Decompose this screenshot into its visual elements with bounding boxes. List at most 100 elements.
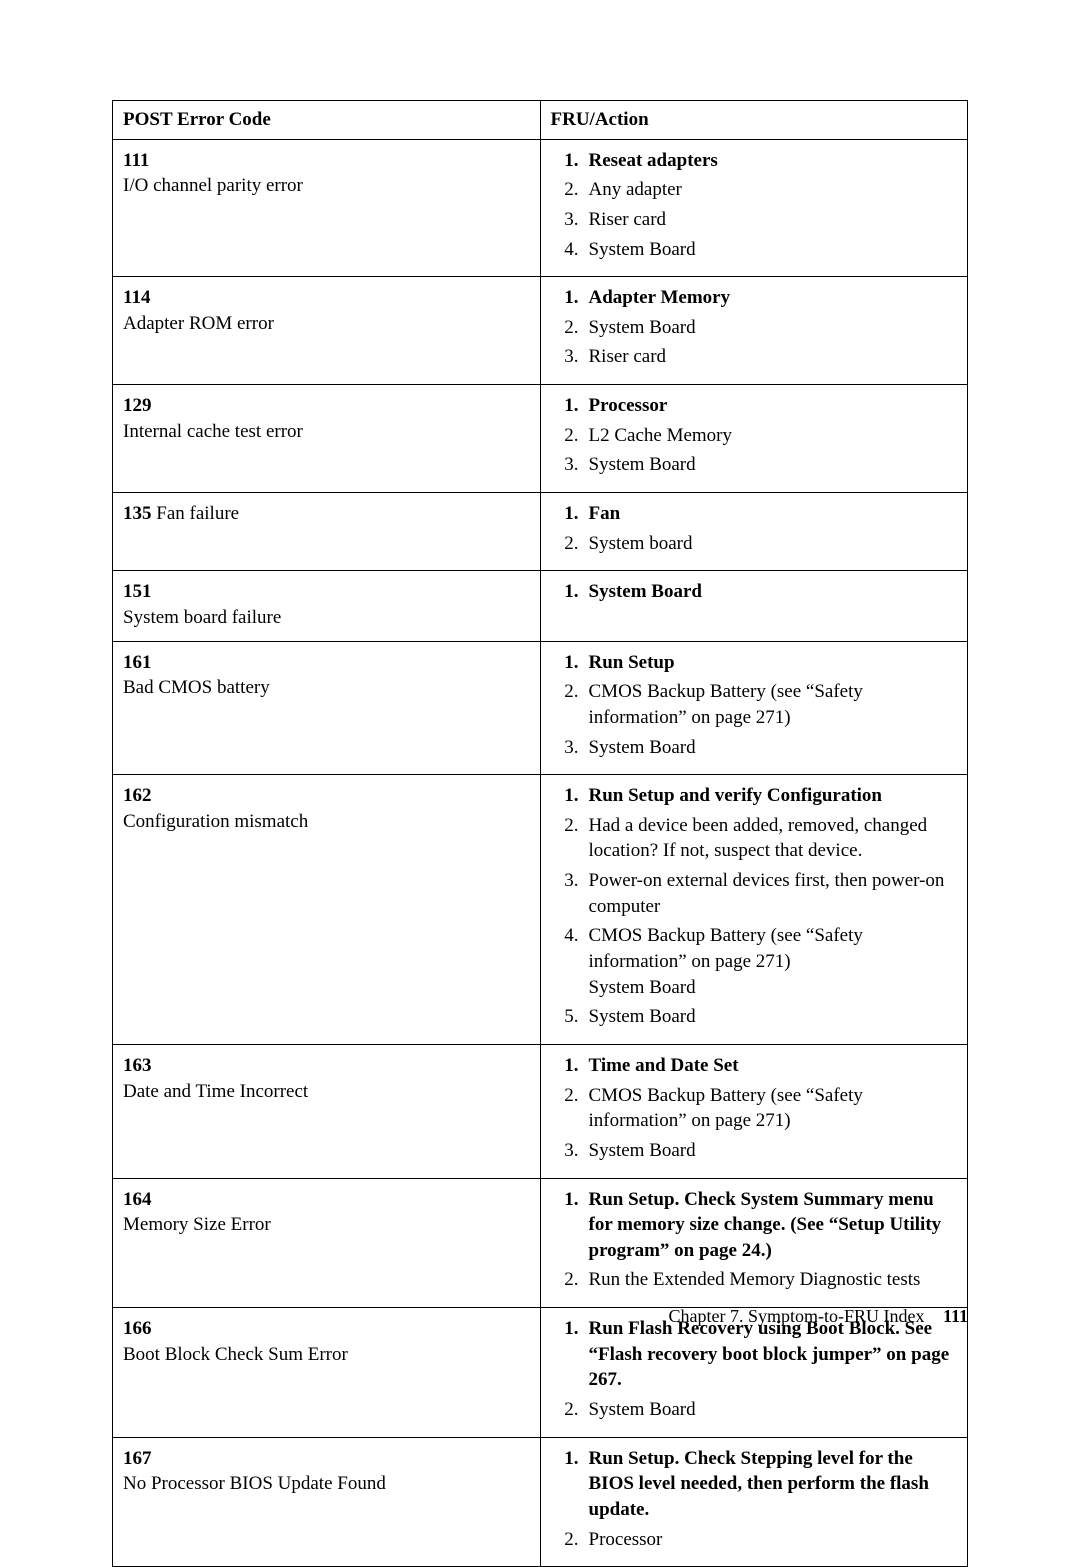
fru-action-item: Time and Date Set [583, 1053, 958, 1083]
error-code-cell: 114Adapter ROM error [113, 277, 541, 385]
fru-action-item: Run Setup. Check System Summary menu for… [583, 1187, 958, 1268]
error-desc: Adapter ROM error [123, 311, 530, 337]
fru-action-text: CMOS Backup Battery (see “Safety informa… [589, 681, 863, 728]
footer-chapter: Chapter 7. Symptom-to-FRU Index [669, 1306, 925, 1326]
table-row: 135 Fan failureFanSystem board [113, 493, 968, 571]
error-code-cell: 161Bad CMOS battery [113, 641, 541, 775]
fru-action-text: CMOS Backup Battery (see “Safety informa… [589, 925, 863, 972]
error-code: 162 [123, 783, 530, 809]
fru-action-text: System Board [589, 737, 696, 758]
fru-action-item: Run Setup [583, 650, 958, 680]
fru-action-item: System Board [583, 237, 958, 267]
fru-action-list: System Board [551, 579, 958, 609]
error-code: 166 [123, 1316, 530, 1342]
error-code-cell: 111I/O channel parity error [113, 139, 541, 277]
fru-action-item: System Board [583, 1138, 958, 1168]
fru-action-text: Processor [589, 395, 668, 416]
fru-action-text: System Board [589, 1399, 696, 1420]
fru-action-text: System board [589, 533, 693, 554]
fru-action-item: L2 Cache Memory [583, 423, 958, 453]
error-desc: I/O channel parity error [123, 173, 530, 199]
fru-action-list: Run Setup CMOS Backup Battery (see “Safet… [551, 650, 958, 765]
fru-action-text: Power-on external devices first, then po… [589, 870, 945, 917]
table-row: 162Configuration mismatchRun Setup and v… [113, 775, 968, 1045]
fru-action-item: Fan [583, 501, 958, 531]
fru-action-item: Processor [583, 1527, 958, 1557]
fru-action-item: Processor [583, 393, 958, 423]
fru-action-text: Any adapter [589, 179, 682, 200]
fru-action-text: Riser card [589, 346, 667, 367]
fru-action-text: Run Setup [589, 652, 675, 673]
col-header-post-error-code: POST Error Code [113, 101, 541, 140]
fru-action-cell: System Board [540, 571, 968, 641]
table-row: 161Bad CMOS battery Run Setup CMOS Backup … [113, 641, 968, 775]
error-code: 161 [123, 650, 530, 676]
error-code: 164 [123, 1187, 530, 1213]
fru-action-text: Adapter Memory [589, 287, 731, 308]
fru-action-item: Had a device been added, removed, change… [583, 813, 958, 868]
fru-action-list: Time and Date SetCMOS Backup Battery (se… [551, 1053, 958, 1168]
table-header-row: POST Error Code FRU/Action [113, 101, 968, 140]
fru-action-item: Any adapter [583, 177, 958, 207]
fru-action-item: System Board [583, 1397, 958, 1427]
fru-action-text: CMOS Backup Battery (see “Safety informa… [589, 1085, 863, 1132]
fru-action-item: System Board [583, 1004, 958, 1034]
error-desc: Boot Block Check Sum Error [123, 1342, 530, 1368]
fru-action-item: CMOS Backup Battery (see “Safety informa… [583, 1083, 958, 1138]
error-code: 135 [123, 503, 152, 524]
fru-table: POST Error Code FRU/Action 111I/O channe… [112, 100, 968, 1567]
fru-action-item: System Board [583, 579, 958, 609]
error-code: 167 [123, 1446, 530, 1472]
error-desc: System board failure [123, 605, 530, 631]
fru-action-text: L2 Cache Memory [589, 425, 733, 446]
fru-action-text: Run Setup. Check System Summary menu for… [589, 1189, 942, 1261]
error-code: 163 [123, 1053, 530, 1079]
fru-action-text: Reseat adapters [589, 150, 718, 171]
fru-action-cell: Reseat adapters Any adapter Riser card Syst… [540, 139, 968, 277]
fru-action-text: System Board [589, 1006, 696, 1027]
fru-action-text: Run Setup and verify Configuration [589, 785, 883, 806]
fru-action-cell: FanSystem board [540, 493, 968, 571]
error-code-cell: 129Internal cache test error [113, 385, 541, 493]
error-code-cell: 163Date and Time Incorrect [113, 1044, 541, 1178]
error-desc: No Processor BIOS Update Found [123, 1471, 530, 1497]
fru-action-item: Run Setup. Check Stepping level for the … [583, 1446, 958, 1527]
fru-action-list: Processor L2 Cache Memory System Board [551, 393, 958, 482]
fru-action-list: FanSystem board [551, 501, 958, 560]
fru-action-text: Run Setup. Check Stepping level for the … [589, 1448, 929, 1520]
table-row: 111I/O channel parity errorReseat adapte… [113, 139, 968, 277]
fru-action-item: Run Setup and verify Configuration [583, 783, 958, 813]
fru-action-text: Had a device been added, removed, change… [589, 815, 928, 862]
fru-action-item: Riser card [583, 207, 958, 237]
fru-action-cell: Adapter Memory System Board Riser card [540, 277, 968, 385]
fru-action-subtext: System Board [589, 975, 958, 1001]
fru-action-cell: Run Setup and verify Configuration Had a … [540, 775, 968, 1045]
page-footer: Chapter 7. Symptom-to-FRU Index 111 [669, 1306, 969, 1327]
fru-action-text: Riser card [589, 209, 667, 230]
error-desc: Bad CMOS battery [123, 675, 530, 701]
fru-action-text: System Board [589, 317, 696, 338]
fru-action-item: System Board [583, 452, 958, 482]
fru-action-list: Run Setup and verify Configuration Had a … [551, 783, 958, 1034]
fru-action-item: Adapter Memory [583, 285, 958, 315]
fru-action-cell: Run Setup CMOS Backup Battery (see “Safet… [540, 641, 968, 775]
fru-action-text: Run Flash Recovery using Boot Block. See… [589, 1318, 950, 1390]
fru-action-text: System Board [589, 581, 702, 602]
error-code-cell: 162Configuration mismatch [113, 775, 541, 1045]
fru-action-item: System board [583, 531, 958, 561]
table-row: 129Internal cache test error Processor L2 … [113, 385, 968, 493]
error-code-cell: 135 Fan failure [113, 493, 541, 571]
error-code: 129 [123, 393, 530, 419]
fru-action-cell: Processor L2 Cache Memory System Board [540, 385, 968, 493]
fru-action-item: System Board [583, 315, 958, 345]
table-row: 114Adapter ROM error Adapter Memory System… [113, 277, 968, 385]
error-desc: Internal cache test error [123, 419, 530, 445]
page: POST Error Code FRU/Action 111I/O channe… [0, 0, 1080, 1397]
fru-action-list: Run Setup. Check Stepping level for the … [551, 1446, 958, 1557]
fru-action-text: System Board [589, 1140, 696, 1161]
error-desc: Fan failure [156, 503, 239, 524]
error-desc: Configuration mismatch [123, 809, 530, 835]
fru-action-item: Run the Extended Memory Diagnostic tests [583, 1267, 958, 1297]
fru-action-item: CMOS Backup Battery (see “Safety informa… [583, 923, 958, 1004]
fru-action-cell: Time and Date SetCMOS Backup Battery (se… [540, 1044, 968, 1178]
